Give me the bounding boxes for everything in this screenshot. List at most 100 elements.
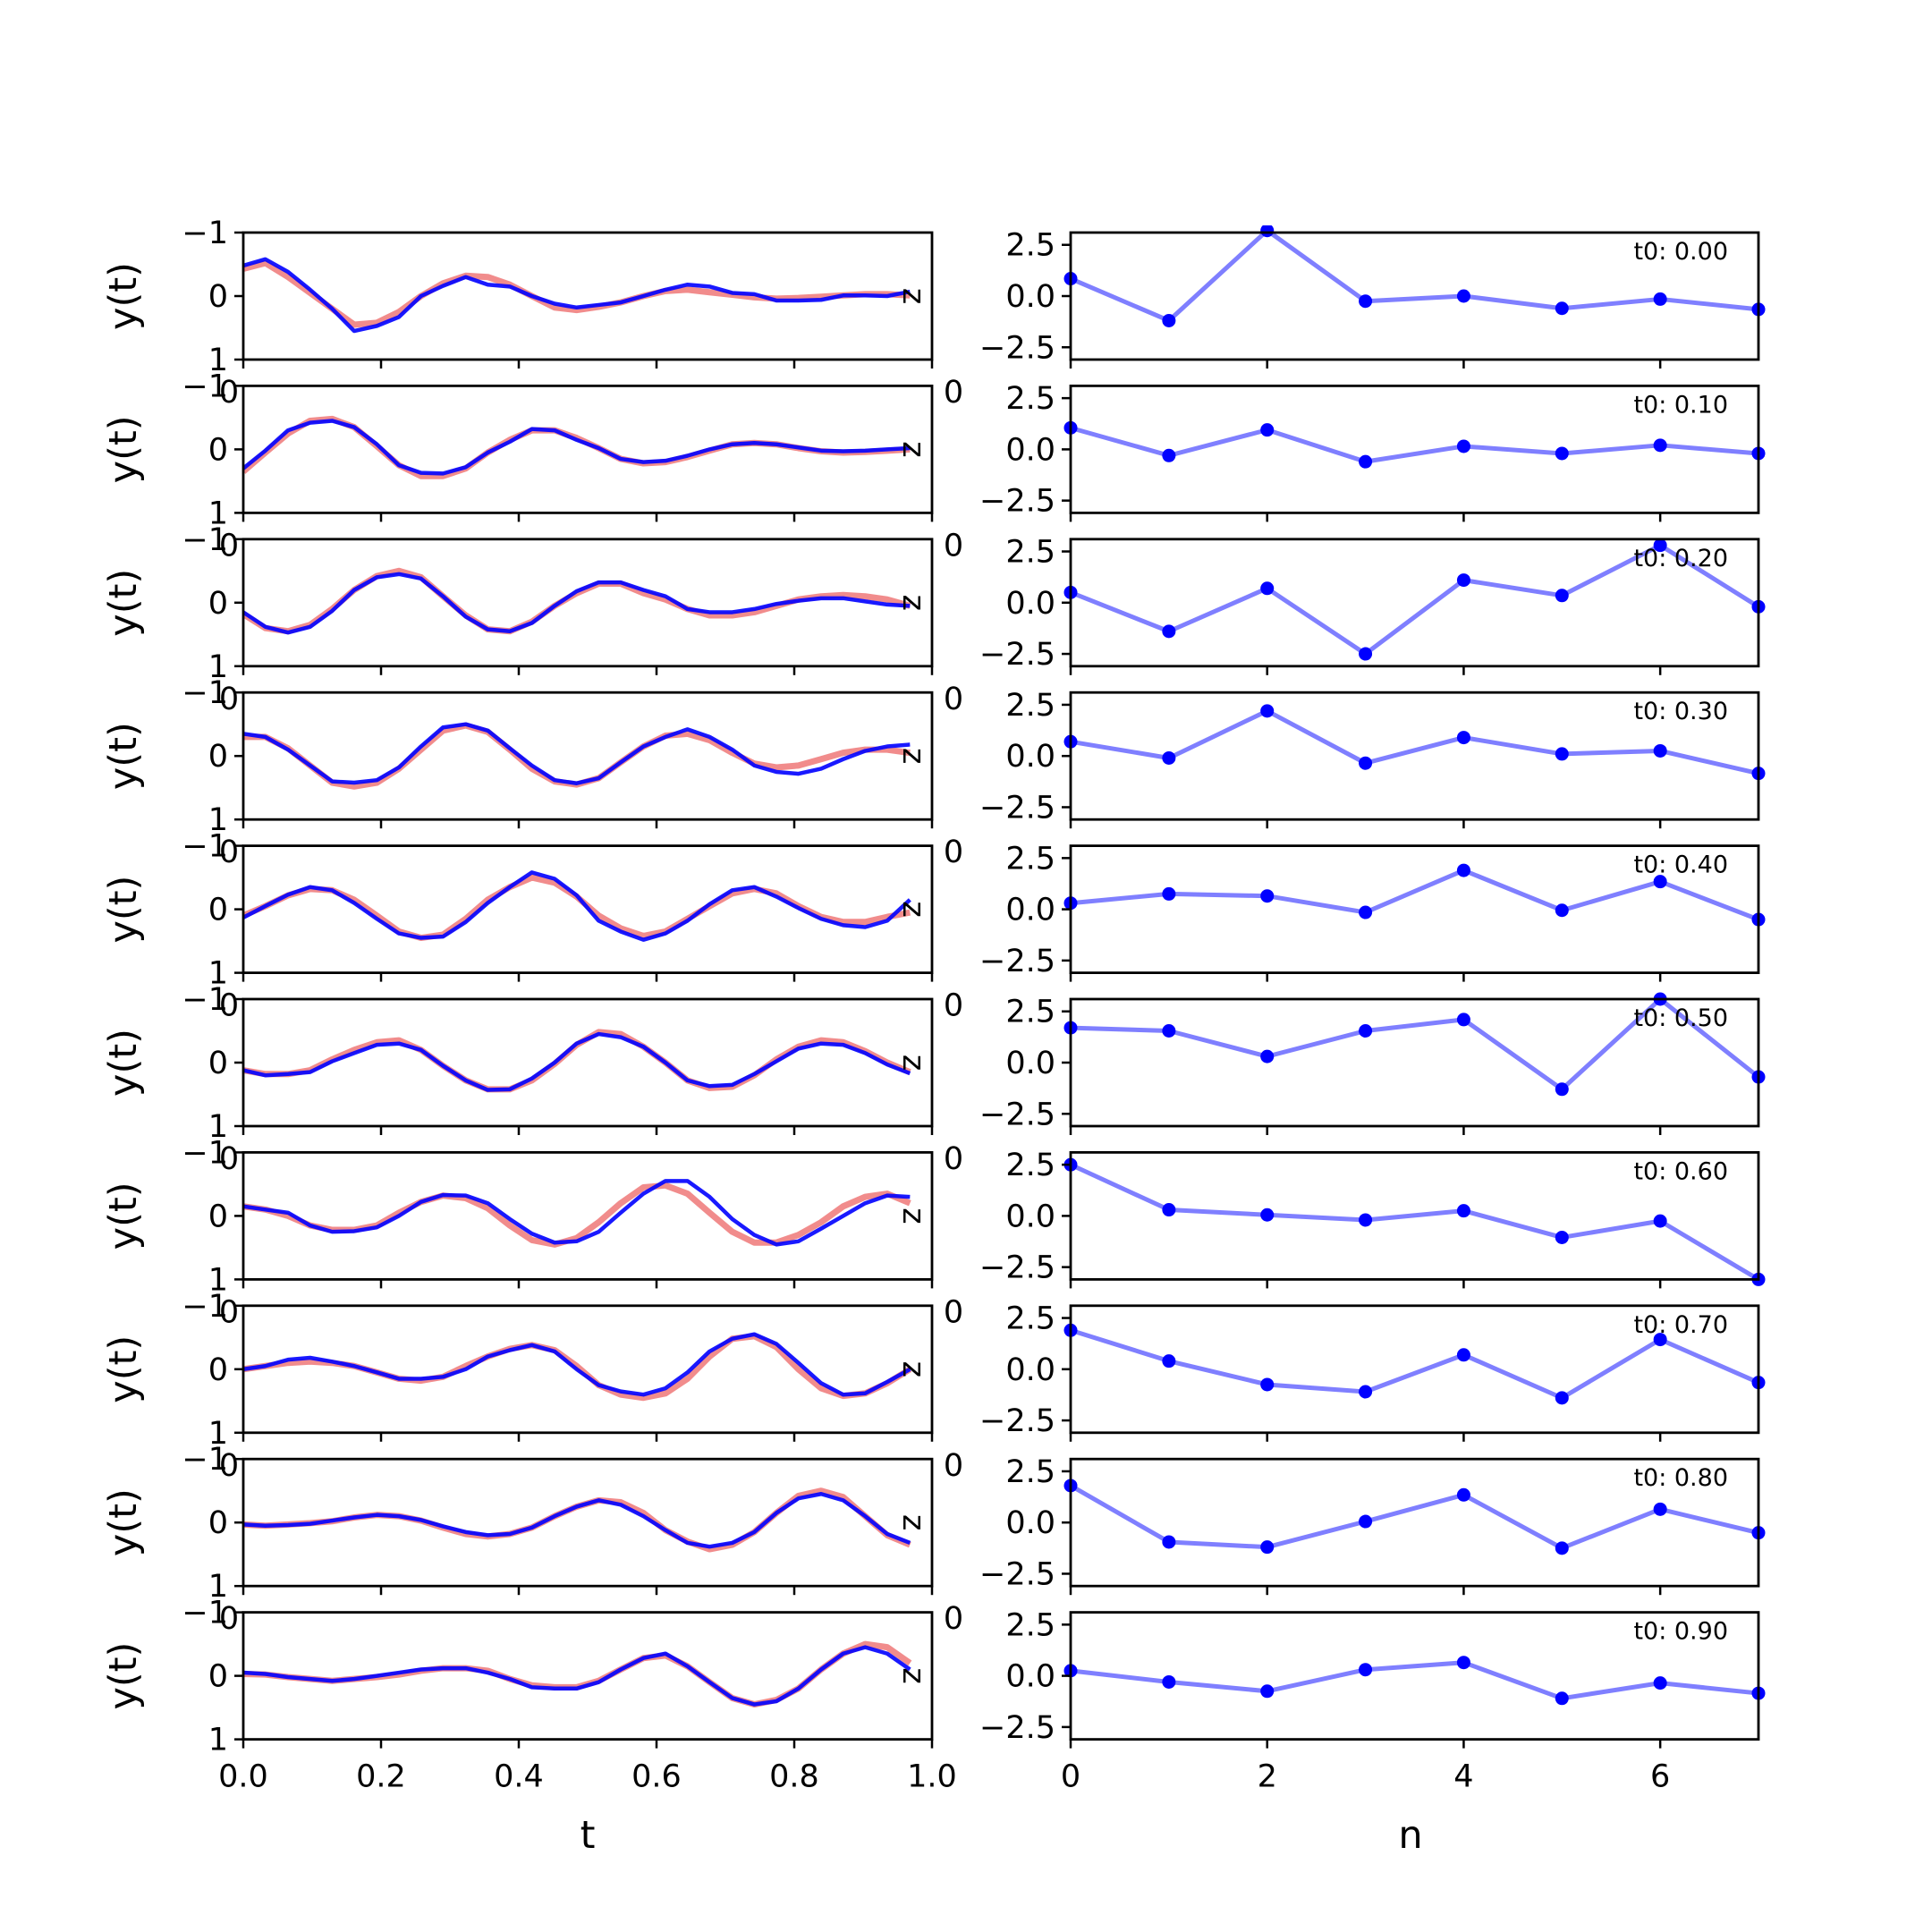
true-series-line <box>243 259 911 328</box>
y-axis-label: y(t) <box>101 1488 146 1556</box>
panel-frame <box>1069 384 1760 514</box>
y-tick-label: 0 <box>208 893 228 928</box>
y-tick-label: 2.5 <box>1005 841 1055 877</box>
n-series-point <box>1162 1024 1176 1038</box>
t0-annotation: t0: 0.90 <box>1633 1618 1728 1646</box>
y-tick-label: −2.5 <box>979 330 1055 366</box>
pred-series-line <box>243 1179 911 1247</box>
n-series-point <box>1456 731 1470 745</box>
panel-frame <box>242 1304 934 1435</box>
n-series-point <box>1555 301 1569 316</box>
n-series-point <box>1653 875 1667 889</box>
n-series-point <box>1555 903 1569 918</box>
overlap-label: 0 <box>219 375 239 411</box>
y-tick-label: 0.0 <box>1005 1046 1055 1081</box>
x-axis-label-n: n <box>1398 1813 1422 1858</box>
n-series-point <box>1456 1013 1470 1027</box>
y-tick-label: 2.5 <box>1005 228 1055 264</box>
y-axis-label: y(t) <box>101 722 146 790</box>
x-tick-label: 1.0 <box>907 1759 957 1795</box>
y-tick-label: −2.5 <box>979 790 1055 826</box>
y-tick-label: 0 <box>208 1505 228 1541</box>
n-series-point <box>1653 743 1667 758</box>
n-series-point <box>1359 756 1373 770</box>
row-marker-z: z <box>895 595 931 611</box>
y-tick-label: 2.5 <box>1005 688 1055 724</box>
panel-frame <box>242 1151 934 1281</box>
n-series-line <box>1070 868 1759 922</box>
n-series-point <box>1162 624 1176 639</box>
right-panel-9: 2.5 0.0 −2.50 2 4 6 t0: 0.90 <box>979 1607 1766 1795</box>
y-tick-label: 2.5 <box>1005 1454 1055 1490</box>
panel-frame <box>1069 1304 1760 1435</box>
y-tick-label: 2.5 <box>1005 1301 1055 1337</box>
y-tick-label: 2.5 <box>1005 535 1055 571</box>
n-series-point <box>1162 750 1176 765</box>
y-tick-label: −2.5 <box>979 1250 1055 1286</box>
t0-annotation: t0: 0.10 <box>1633 391 1728 419</box>
right-panel-2: 2.5 0.0 −2.5 t0: 0.20 0 <box>944 535 1766 717</box>
n-series-line <box>1070 708 1759 776</box>
n-series-point <box>1456 1487 1470 1502</box>
pred-series-line <box>243 572 911 635</box>
overlap-label: 0 <box>219 1141 239 1177</box>
overlap-label: 0 <box>219 682 239 717</box>
panel-frame <box>242 691 934 821</box>
right-panel-5: 2.5 0.0 −2.5 t0: 0.50 0 <box>944 992 1766 1177</box>
y-tick-label: 2.5 <box>1005 1148 1055 1183</box>
y-tick-label: 0 <box>208 1199 228 1234</box>
pred-series-line <box>243 870 911 942</box>
y-tick-label: −1 <box>182 1135 228 1171</box>
n-series-point <box>1456 439 1470 453</box>
n-series-point <box>1260 1684 1275 1699</box>
y-tick-label: −2.5 <box>979 944 1055 979</box>
right-panel-3: 2.5 0.0 −2.5 t0: 0.30 0 <box>944 688 1766 870</box>
y-tick-label: 0.0 <box>1005 279 1055 315</box>
n-series-point <box>1162 1535 1176 1549</box>
y-tick-label: −1 <box>182 1289 228 1325</box>
overlap-label: 0 <box>944 375 963 411</box>
panel-frame <box>242 538 934 668</box>
row-marker-z: z <box>895 1055 931 1071</box>
overlap-label: 0 <box>944 1294 963 1330</box>
t0-annotation: t0: 0.80 <box>1633 1464 1728 1492</box>
pred-series-line <box>243 419 911 476</box>
overlap-label: 0 <box>944 988 963 1024</box>
n-series-point <box>1555 1082 1569 1097</box>
y-axis-label: y(t) <box>101 1335 146 1403</box>
n-series-point <box>1162 886 1176 901</box>
t0-annotation: t0: 0.30 <box>1633 698 1728 725</box>
y-tick-label: 1 <box>208 496 228 531</box>
right-panel-4: 2.5 0.0 −2.5 t0: 0.40 0 <box>944 841 1766 1024</box>
row-marker-z: z <box>895 1514 931 1530</box>
n-series-point <box>1359 647 1373 661</box>
panel-frame <box>242 997 934 1128</box>
overlap-label: 0 <box>944 682 963 717</box>
n-series-line <box>1070 228 1759 323</box>
n-series-point <box>1456 289 1470 303</box>
n-series-point <box>1456 1204 1470 1218</box>
n-series-point <box>1456 1656 1470 1670</box>
y-tick-label: −2.5 <box>979 1710 1055 1746</box>
y-tick-label: −2.5 <box>979 1403 1055 1439</box>
n-series-point <box>1653 438 1667 453</box>
y-tick-label: −2.5 <box>979 1097 1055 1132</box>
overlap-label: 0 <box>944 1601 963 1637</box>
x-tick-label: 4 <box>1453 1759 1473 1795</box>
n-series-point <box>1359 905 1373 919</box>
n-series-point <box>1260 1540 1275 1555</box>
overlap-label: 0 <box>219 1448 239 1484</box>
y-tick-label: −1 <box>182 1442 228 1478</box>
n-series-point <box>1260 423 1275 437</box>
overlap-label: 0 <box>944 528 963 564</box>
pred-series-line <box>243 1645 911 1707</box>
n-series-point <box>1456 863 1470 877</box>
x-tick-label: 0.6 <box>631 1759 682 1795</box>
y-tick-label: 0.0 <box>1005 1659 1055 1695</box>
